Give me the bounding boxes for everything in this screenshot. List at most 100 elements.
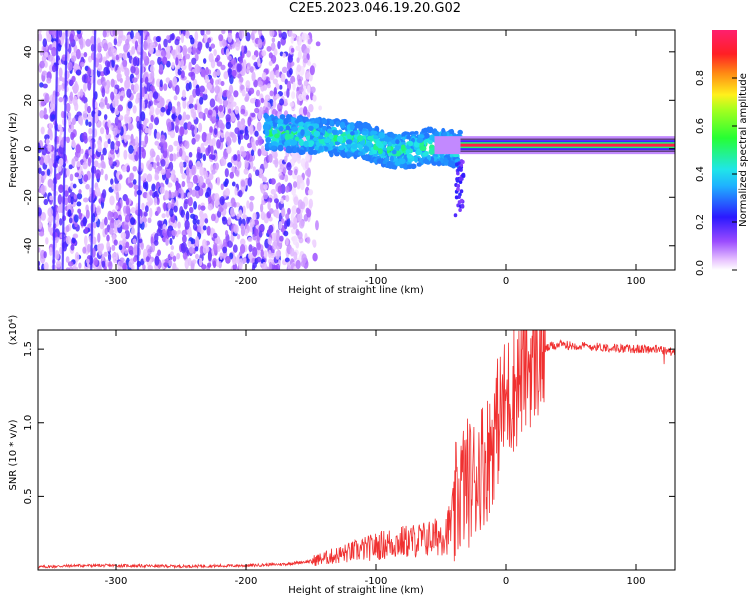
heatmap-cell — [188, 160, 193, 169]
spectrogram-x-tick-label: -300 — [105, 276, 128, 287]
heatmap-cell — [68, 164, 73, 170]
heatmap-cell — [132, 256, 138, 263]
heatmap-cell — [74, 221, 78, 228]
heatmap-cell — [376, 158, 384, 164]
heatmap-cell — [201, 131, 208, 143]
heatmap-cell — [240, 238, 246, 246]
heatmap-cell — [65, 267, 71, 270]
heatmap-cell — [238, 30, 245, 40]
heatmap-cell — [209, 98, 216, 108]
heatmap-cell — [63, 190, 69, 197]
heatmap-cell — [86, 113, 92, 120]
heatmap-cell — [456, 187, 460, 192]
heatmap-cell — [145, 31, 150, 37]
heatmap-cell — [207, 195, 212, 204]
heatmap-cell — [395, 139, 400, 145]
heatmap-cell — [268, 261, 273, 270]
heatmap-cell — [282, 167, 287, 175]
heatmap-cell — [236, 159, 242, 169]
heatmap-cell — [105, 30, 111, 33]
heatmap-cell — [162, 228, 166, 237]
heatmap-cell — [247, 116, 252, 127]
heatmap-cell — [150, 114, 154, 123]
heatmap-cell — [307, 38, 312, 45]
heatmap-cell — [113, 219, 118, 230]
spectrogram-heatmap — [38, 30, 675, 270]
heatmap-cell — [218, 104, 224, 112]
heatmap-cell — [183, 128, 188, 135]
heatmap-cell — [117, 66, 121, 74]
heatmap-cell — [132, 105, 137, 114]
heatmap-cell — [174, 84, 180, 95]
heatmap-cell — [260, 97, 265, 104]
heatmap-cell — [235, 256, 240, 264]
heatmap-cell — [103, 66, 109, 76]
heatmap-cell — [82, 161, 88, 170]
heatmap-cell — [247, 177, 253, 187]
heatmap-cell — [200, 68, 206, 78]
heatmap-cell — [74, 36, 79, 42]
heatmap-cell — [459, 163, 464, 168]
heatmap-cell — [105, 132, 110, 140]
heatmap-cell — [300, 158, 306, 168]
heatmap-cell — [225, 114, 231, 122]
heatmap-cell — [377, 148, 383, 155]
heatmap-cell — [293, 251, 298, 261]
heatmap-cell — [192, 111, 197, 120]
heatmap-cell — [298, 176, 304, 184]
heatmap-cell — [139, 217, 143, 224]
heatmap-cell — [205, 66, 209, 76]
heatmap-cell — [119, 259, 124, 267]
heatmap-cell — [442, 132, 448, 137]
heatmap-cell — [457, 166, 462, 171]
heatmap-cell — [455, 177, 459, 182]
heatmap-cell — [230, 197, 236, 208]
heatmap-cell — [122, 52, 128, 61]
heatmap-cell — [43, 262, 49, 270]
heatmap-cell — [75, 144, 81, 154]
heatmap-cell — [161, 213, 166, 219]
snr-x-tick-label: 100 — [626, 576, 645, 587]
heatmap-cell — [57, 165, 62, 172]
heatmap-cell — [180, 70, 185, 79]
heatmap-cell — [298, 219, 305, 229]
heatmap-cell — [269, 70, 275, 81]
heatmap-cell — [213, 244, 218, 254]
heatmap-cell — [339, 121, 346, 129]
heatmap-cell — [131, 227, 136, 235]
heatmap-cell — [318, 145, 324, 151]
heatmap-cell — [312, 252, 318, 262]
heatmap-cell — [132, 238, 137, 244]
heatmap-cell — [157, 249, 161, 256]
heatmap-cell — [149, 65, 155, 73]
heatmap-cell — [247, 142, 253, 149]
heatmap-cell — [362, 155, 369, 160]
heatmap-cell — [223, 181, 227, 187]
heatmap-cell — [143, 222, 148, 228]
heatmap-cell — [292, 81, 296, 91]
heatmap-cell — [127, 121, 133, 131]
heatmap-cell — [341, 152, 347, 159]
snr-series — [38, 330, 675, 570]
heatmap-cell — [281, 31, 288, 40]
heatmap-cell — [312, 94, 317, 102]
heatmap-cell — [227, 162, 233, 168]
spectrogram-x-label: Height of straight line (km) — [288, 285, 424, 296]
heatmap-cell — [177, 69, 182, 76]
heatmap-cell — [82, 131, 88, 141]
heatmap-cell — [80, 148, 84, 154]
heatmap-cell — [271, 37, 276, 43]
heatmap-cell — [202, 93, 208, 101]
heatmap-cell — [164, 157, 169, 168]
heatmap-cell — [230, 207, 235, 218]
heatmap-cell — [102, 147, 107, 156]
heatmap-cell — [295, 45, 301, 52]
heatmap-cell — [97, 42, 101, 53]
heatmap-cell — [227, 108, 232, 114]
heatmap-cell — [225, 121, 232, 130]
heatmap-cell — [460, 203, 465, 208]
heatmap-cell — [132, 246, 139, 256]
heatmap-cell — [303, 80, 309, 87]
heatmap-cell — [165, 237, 169, 246]
